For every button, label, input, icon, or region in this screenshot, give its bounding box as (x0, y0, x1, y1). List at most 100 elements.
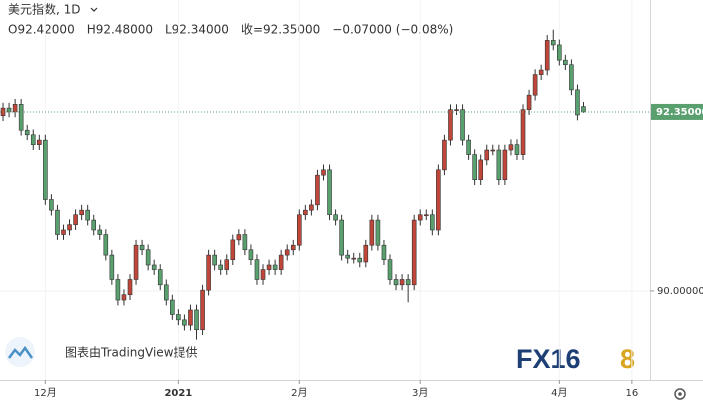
x-tick-label: 12月 (34, 387, 57, 399)
candle-body (182, 319, 187, 326)
candle-body (284, 249, 290, 256)
candle-body (454, 109, 459, 111)
candle-body (151, 264, 157, 270)
candle-body (478, 159, 483, 181)
candle-body (448, 109, 453, 141)
candle-body (157, 269, 163, 286)
candle-body (544, 40, 550, 71)
candle-body (6, 107, 12, 113)
candle-body (411, 219, 417, 286)
candle-body (575, 89, 580, 116)
candle-body (321, 169, 326, 176)
candle-body (290, 244, 296, 251)
candle-body (163, 284, 169, 301)
x-tick-label: 2021 (164, 388, 192, 399)
candle-body (423, 214, 429, 217)
candle-body (508, 144, 514, 151)
candle-body (345, 254, 350, 259)
candle-body (188, 309, 193, 326)
candle-body (297, 214, 302, 246)
last-price-label: 92.35000 (656, 107, 703, 118)
candle-body (532, 74, 538, 96)
candle-body (236, 234, 242, 241)
candle-body (387, 259, 393, 280)
candle-body (12, 104, 18, 113)
last-price-tag (651, 103, 703, 120)
candle-body (569, 64, 574, 91)
legend-value: 收=92.35000 (241, 23, 320, 37)
legend-value: −0.07000 (−0.08%) (332, 23, 453, 37)
x-tick-label: 4月 (551, 387, 567, 399)
candle-body (61, 229, 66, 235)
candle-body (514, 144, 520, 155)
candle-body (224, 259, 230, 270)
x-tick-label: 16 (625, 388, 638, 399)
candle-body (254, 259, 260, 280)
y-tick-label: 90.00000 (657, 286, 703, 297)
candle-body (55, 209, 60, 235)
candle-body (170, 299, 175, 315)
candle-body (97, 229, 103, 235)
title-chevron (90, 7, 98, 12)
candle-body (369, 219, 375, 246)
legend-value: O92.42000 (8, 23, 75, 37)
candle-body (315, 174, 320, 206)
candle-body (538, 69, 544, 75)
candle-body (436, 169, 441, 231)
candle-body (303, 209, 308, 216)
watermark-text: 图表由TradingView提供 (65, 345, 198, 360)
candle-body (496, 149, 502, 181)
candle-body (24, 129, 30, 136)
candle-body (490, 149, 496, 152)
candle-body (121, 294, 127, 301)
candle-body (278, 254, 284, 270)
settings-gear[interactable] (674, 388, 686, 400)
candle-body (139, 244, 145, 251)
candle-body (242, 234, 248, 251)
candle-body (563, 59, 568, 66)
candle-body (520, 109, 526, 155)
logo-text: FX16 (516, 344, 581, 374)
candle-body (526, 94, 532, 110)
candle-body (73, 214, 78, 225)
candle-body (79, 209, 84, 216)
candle-body (460, 109, 465, 141)
candle-body (442, 139, 447, 171)
candle-body (260, 269, 266, 280)
candle-body (266, 264, 272, 270)
chart-title: 美元指数, 1D (8, 2, 81, 17)
ohlc-legend: O92.42000 H92.48000 L92.34000 收=92.35000 −0.… (8, 23, 453, 37)
candle-body (230, 239, 236, 260)
legend-value: L92.34000 (165, 23, 229, 37)
candle-body (484, 149, 490, 161)
candle-body (309, 204, 314, 211)
candle-body (363, 244, 369, 263)
candle-body (557, 44, 562, 61)
candle-body (109, 254, 115, 280)
candle-body (351, 257, 357, 260)
candle-body (272, 264, 278, 270)
candle-body (466, 139, 471, 155)
candle-body (405, 279, 411, 286)
candle-body (37, 139, 42, 145)
logo-digit: 8 (620, 344, 635, 374)
candle-body (115, 279, 121, 301)
candle-body (145, 249, 151, 266)
candle-body (103, 234, 109, 256)
candle-body (212, 254, 217, 266)
candle-body (176, 314, 181, 321)
candle-body (357, 257, 363, 263)
candle-body (43, 139, 48, 200)
candle-body (333, 214, 338, 221)
candle-body (206, 254, 211, 291)
x-tick-label: 3月 (412, 387, 428, 399)
candle-body (550, 40, 556, 46)
legend-value: H92.48000 (87, 23, 153, 37)
candle-body (381, 244, 387, 260)
candle-body (194, 309, 199, 331)
candle-body (581, 106, 586, 113)
candle-body (339, 219, 344, 256)
